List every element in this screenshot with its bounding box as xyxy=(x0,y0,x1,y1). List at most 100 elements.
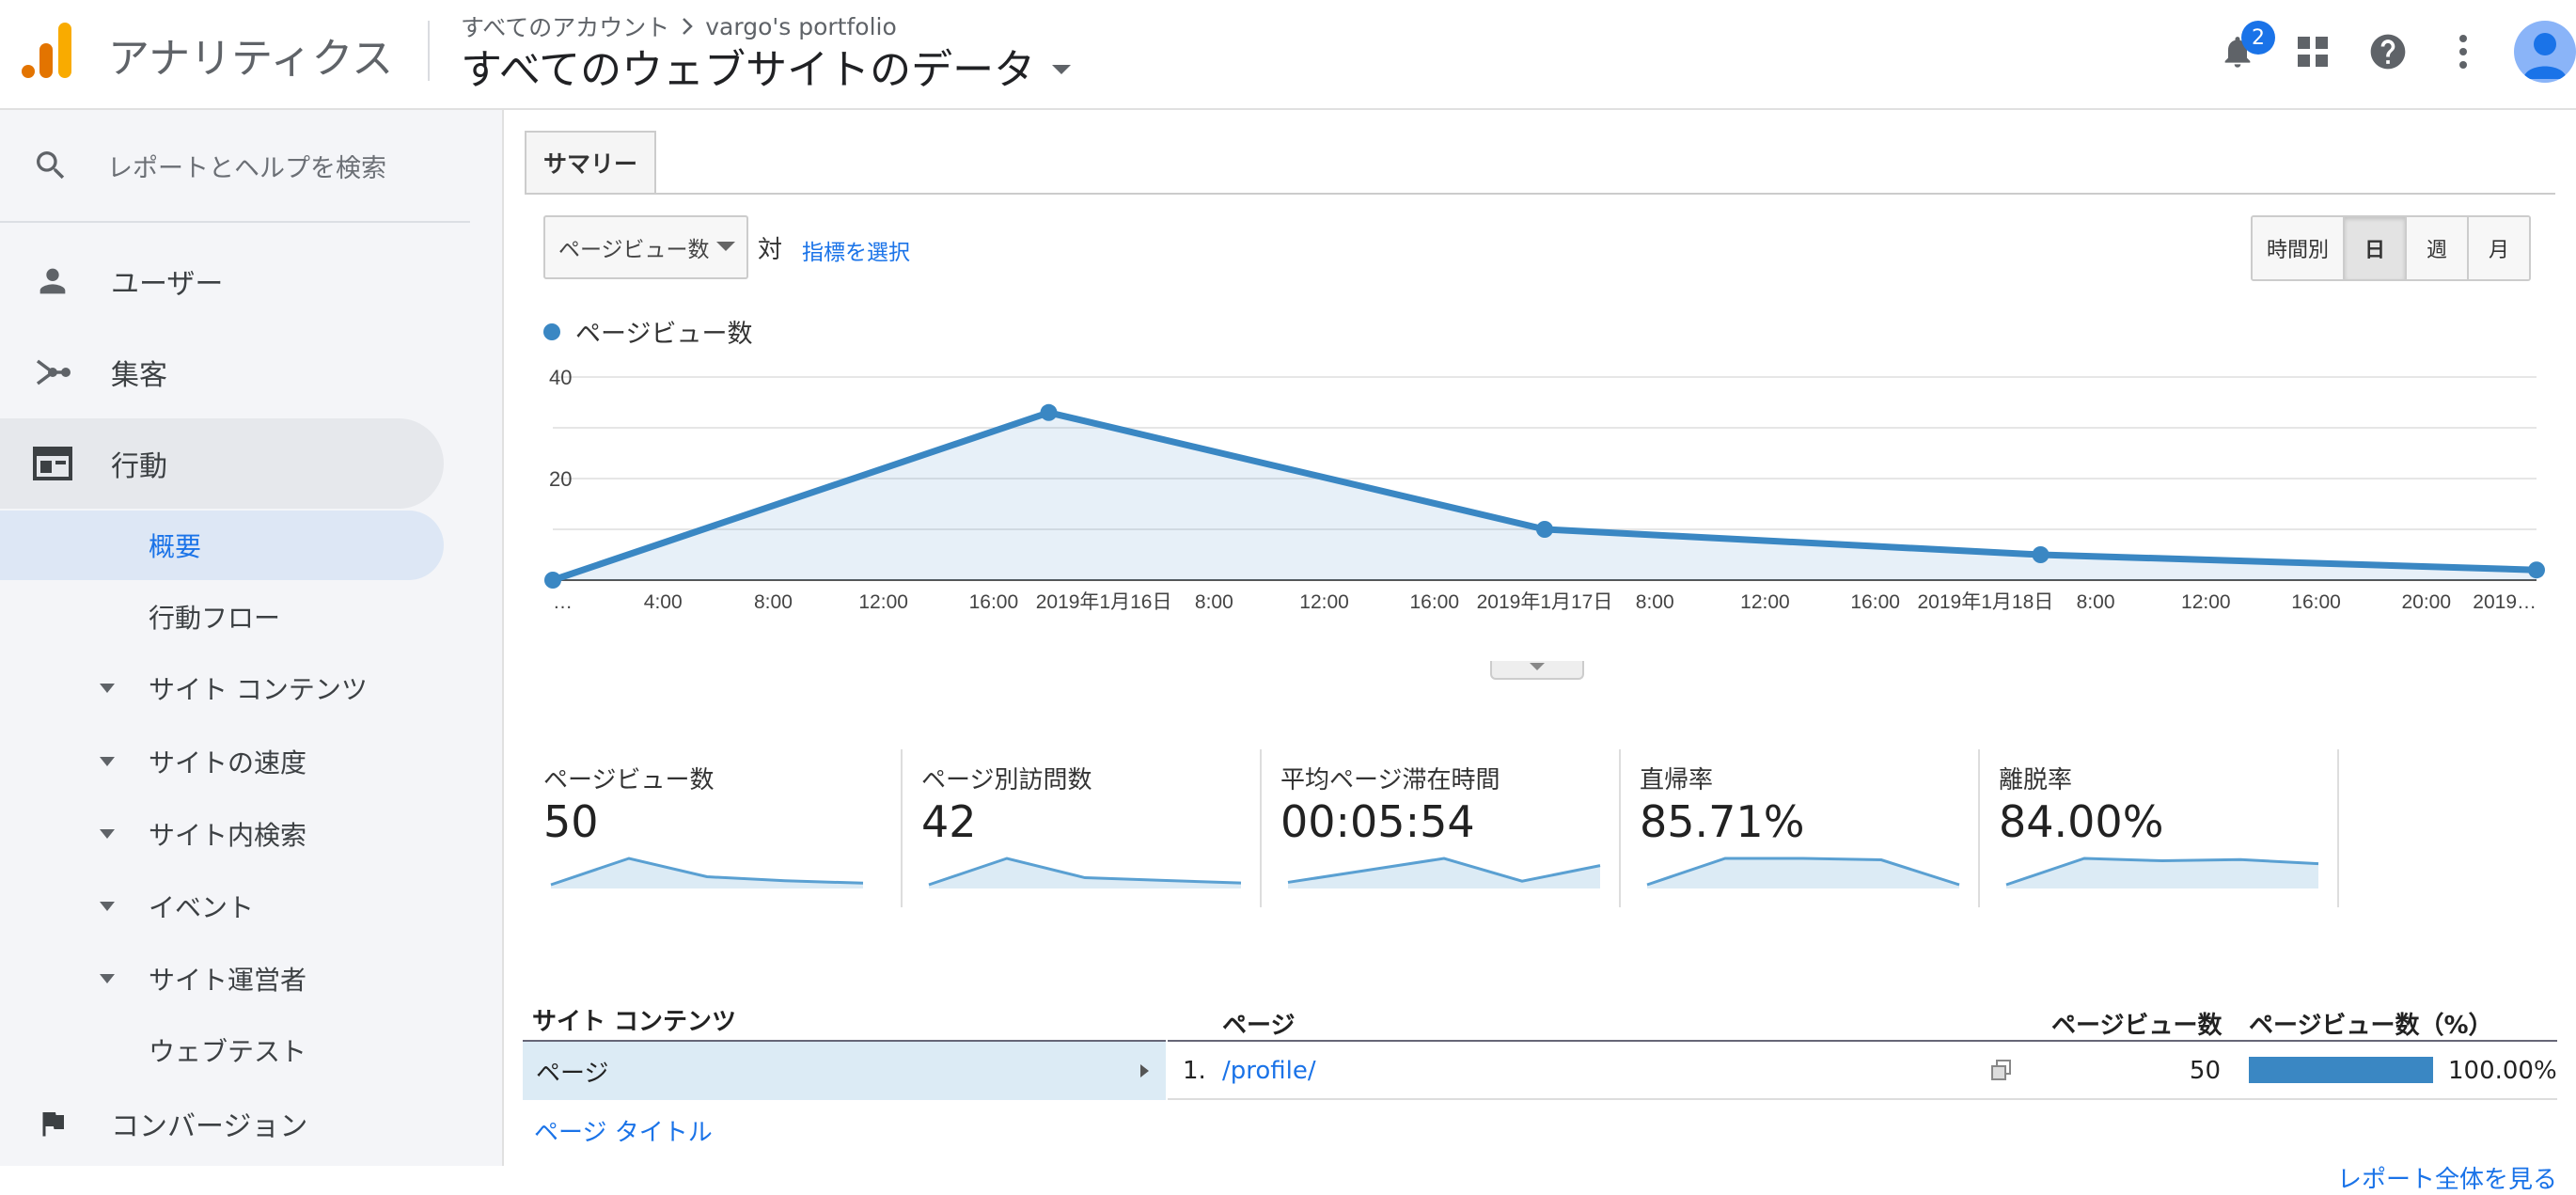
sidebar-subitem-label: 概要 xyxy=(149,531,202,562)
chevron-right-icon xyxy=(683,18,694,35)
sidebar-subitem-publisher[interactable]: サイト運営者 xyxy=(0,944,444,1014)
table-header: ページ ページビュー数 ページビュー数（%） xyxy=(1168,998,2557,1042)
metric-select[interactable]: ページビュー数 xyxy=(543,215,748,279)
scorecard-title: ページ別訪問数 xyxy=(921,766,1092,794)
scorecard-avg-time[interactable]: 平均ページ滞在時間 00:05:54 xyxy=(1262,749,1621,907)
table-row: 1. /profile/ 50 100.00% xyxy=(1168,1042,2557,1100)
sidebar-item-conversions[interactable]: コンバージョン xyxy=(0,1086,444,1161)
apps-button[interactable] xyxy=(2275,0,2350,103)
sidebar-subitem-site-content[interactable]: サイト コンテンツ xyxy=(0,653,444,723)
sidebar-subitem-site-speed[interactable]: サイトの速度 xyxy=(0,727,444,796)
scorecard-value: 84.00% xyxy=(1999,796,2164,847)
row-page-link[interactable]: /profile/ xyxy=(1222,1057,1316,1085)
scorecard-value: 42 xyxy=(921,796,977,847)
col-page-header: ページ xyxy=(1222,1012,1296,1040)
header-divider xyxy=(428,21,430,81)
dropdown-caret-icon[interactable] xyxy=(1052,65,1072,74)
scorecard-unique-pageviews[interactable]: ページ別訪問数 42 xyxy=(903,749,1262,907)
sidebar-subitem-site-search[interactable]: サイト内検索 xyxy=(0,799,444,869)
tab-underline xyxy=(525,193,2555,195)
sidebar-item-users[interactable]: ユーザー xyxy=(0,236,444,326)
scorecard-value: 00:05:54 xyxy=(1280,796,1475,847)
breadcrumb[interactable]: すべてのアカウント vargo's portfolio xyxy=(461,9,897,43)
granularity-day-button[interactable]: 日 xyxy=(2343,217,2405,279)
sidebar-subitem-label: サイトの速度 xyxy=(149,747,307,778)
sidebar-subitem-events[interactable]: イベント xyxy=(0,872,444,941)
avatar[interactable] xyxy=(2514,21,2576,83)
apps-grid-icon xyxy=(2298,37,2328,67)
sidebar-item-label: ユーザー xyxy=(111,268,224,301)
page-title-link[interactable]: ページ タイトル xyxy=(534,1119,713,1147)
view-title[interactable]: すべてのウェブサイトのデータ xyxy=(461,46,1036,94)
data-point xyxy=(1536,521,1553,538)
person-icon xyxy=(32,260,73,302)
flag-icon xyxy=(32,1103,73,1144)
sidebar-subitem-label: イベント xyxy=(149,892,255,923)
scorecard-exit-rate[interactable]: 離脱率 84.00% xyxy=(1980,749,2339,907)
chart-legend: ページビュー数 xyxy=(543,313,752,350)
sparkline-area xyxy=(1288,858,1600,888)
expand-triangle-icon xyxy=(100,902,115,911)
sidebar-subitem-label: サイト運営者 xyxy=(149,965,307,996)
sidebar-subitem-experiments[interactable]: ウェブテスト xyxy=(0,1015,444,1085)
dimension-page-row[interactable]: ページ xyxy=(523,1042,1166,1100)
app-title: アナリティクス xyxy=(108,35,394,83)
row-rank: 1. xyxy=(1183,1057,1206,1085)
data-point xyxy=(2528,561,2545,579)
sidebar-item-acquisition[interactable]: 集客 xyxy=(0,327,444,417)
granularity-month-button[interactable]: 月 xyxy=(2467,217,2529,279)
scorecard-title: ページビュー数 xyxy=(543,766,715,794)
y-tick-label: 20 xyxy=(549,467,572,491)
open-page-icon[interactable] xyxy=(1990,1059,2013,1081)
sparkline-line xyxy=(2005,857,2319,887)
x-tick-label: 20:00 xyxy=(2401,591,2451,610)
sidebar-search[interactable]: レポートとヘルプを検索 xyxy=(0,110,470,223)
col-pageviews-header: ページビュー数 xyxy=(2051,1012,2223,1040)
granularity-week-button[interactable]: 週 xyxy=(2405,217,2467,279)
granularity-hourly-button[interactable]: 時間別 xyxy=(2253,217,2343,279)
row-percent: 100.00% xyxy=(2448,1057,2557,1085)
scorecard-bounce-rate[interactable]: 直帰率 85.71% xyxy=(1621,749,1980,907)
x-tick-label: 2019年1月16日 xyxy=(1036,591,1172,610)
scorecard-title: 離脱率 xyxy=(1999,766,2073,794)
expand-triangle-icon xyxy=(100,829,115,839)
versus-label: 対 xyxy=(758,236,783,264)
sidebar-item-behavior[interactable]: 行動 xyxy=(0,418,444,509)
x-tick-label: 16:00 xyxy=(969,591,1019,610)
more-options-button[interactable] xyxy=(2426,0,2501,103)
x-tick-label: 16:00 xyxy=(1409,591,1459,610)
acquisition-icon xyxy=(32,352,73,393)
sidebar-item-label: 行動 xyxy=(111,450,167,483)
x-tick-label: 12:00 xyxy=(1299,591,1349,610)
help-button[interactable] xyxy=(2350,0,2426,103)
view-selector[interactable]: すべてのウェブサイトのデータ xyxy=(461,36,1072,96)
x-tick-label: 12:00 xyxy=(2181,591,2231,610)
chart-collapse-handle[interactable] xyxy=(1490,661,1584,680)
tab-summary[interactable]: サマリー xyxy=(525,131,656,193)
help-icon xyxy=(2370,34,2406,70)
more-vert-icon xyxy=(2459,35,2467,69)
scorecard-title: 直帰率 xyxy=(1640,766,1714,794)
x-tick-label: 2019年1月18日 xyxy=(1918,591,2054,610)
analytics-logo-icon[interactable] xyxy=(21,23,73,79)
user-avatar-icon xyxy=(2523,33,2567,79)
sidebar-subitem-overview[interactable]: 概要 xyxy=(0,511,444,580)
sparkline-area xyxy=(929,858,1241,888)
notifications-button[interactable]: 2 xyxy=(2200,0,2275,103)
search-placeholder[interactable]: レポートとヘルプを検索 xyxy=(107,153,386,183)
scorecard-pageviews[interactable]: ページビュー数 50 xyxy=(543,749,903,907)
breadcrumb-root[interactable]: すべてのアカウント xyxy=(461,14,670,41)
breadcrumb-account[interactable]: vargo's portfolio xyxy=(705,12,897,40)
data-point xyxy=(1040,403,1058,421)
scorecard-value: 85.71% xyxy=(1640,796,1805,847)
pageviews-chart[interactable]: 20 40 … 4:00 8:00 12:00 16:00 2019年1月16日 8:00 12:… xyxy=(543,366,2546,610)
data-point xyxy=(544,572,561,589)
x-tick-label: 8:00 xyxy=(1195,591,1233,610)
legend-label: ページビュー数 xyxy=(575,320,753,349)
sidebar-subitem-behavior-flow[interactable]: 行動フロー xyxy=(0,582,444,652)
sparkline-area xyxy=(1647,858,1959,888)
select-metric-link[interactable]: 指標を選択 xyxy=(802,241,910,265)
scorecard-sparkline xyxy=(550,857,864,888)
scorecard-sparkline xyxy=(2005,857,2319,888)
x-tick-label: 16:00 xyxy=(1850,591,1900,610)
